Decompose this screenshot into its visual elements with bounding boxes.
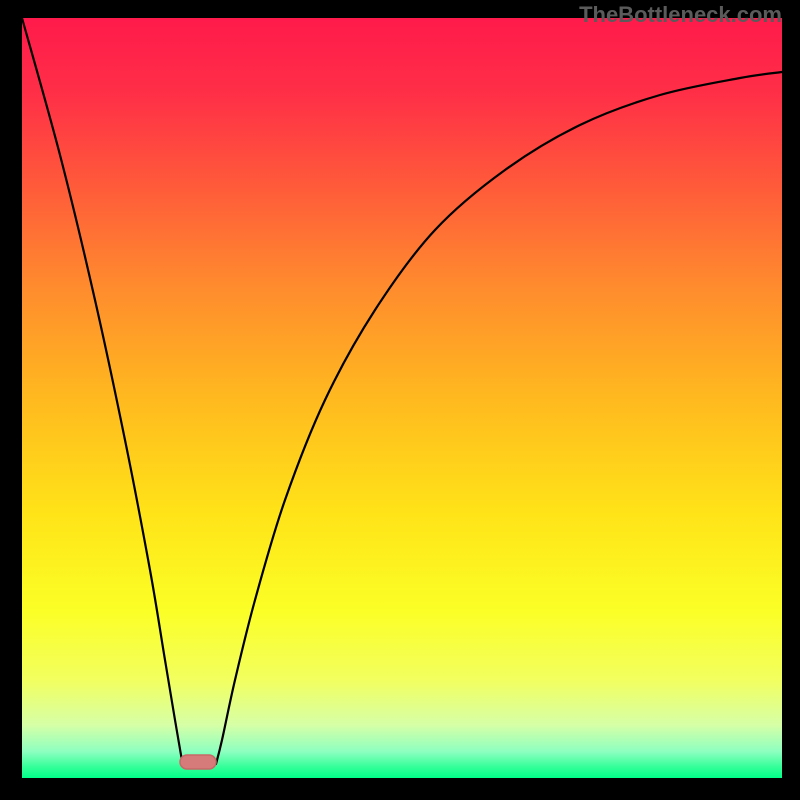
- watermark-label: TheBottleneck.com: [579, 2, 782, 28]
- chart-container: TheBottleneck.com: [0, 0, 800, 800]
- bottleneck-curve-left: [22, 18, 183, 765]
- valley-marker: [180, 755, 216, 769]
- curve-layer: [0, 0, 800, 800]
- bottleneck-curve-right: [216, 72, 782, 764]
